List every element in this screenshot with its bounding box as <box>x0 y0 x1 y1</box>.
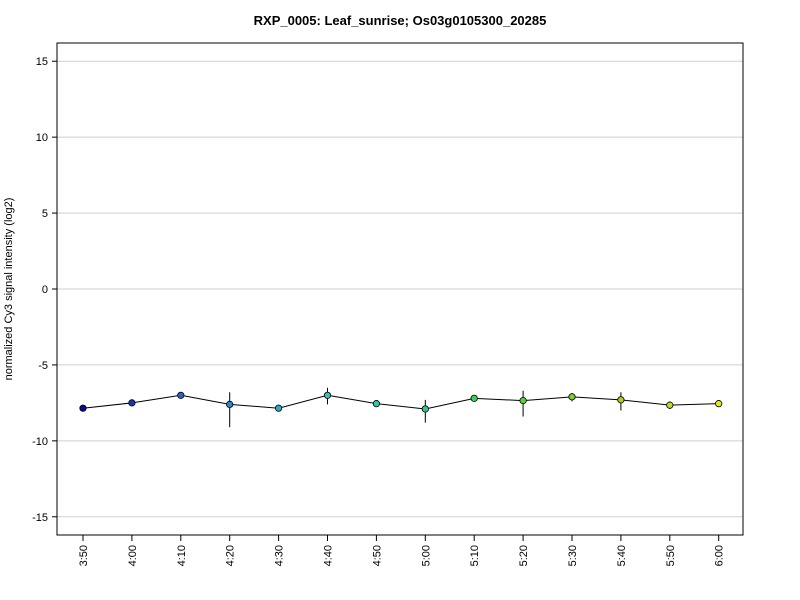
x-tick-label: 4:20 <box>225 545 237 566</box>
y-tick-label: 15 <box>36 56 48 68</box>
data-point <box>421 405 429 413</box>
data-point <box>128 399 136 407</box>
x-tick-label: 5:50 <box>665 545 677 566</box>
x-tick-label: 4:00 <box>127 545 139 566</box>
error-bars <box>229 387 671 428</box>
x-tick-label: 5:10 <box>469 545 481 566</box>
series-line <box>82 394 719 410</box>
x-tick-label: 5:20 <box>518 545 530 566</box>
gridlines <box>57 60 743 518</box>
x-tick-label: 4:30 <box>274 545 286 566</box>
y-tick-label: 5 <box>42 208 48 220</box>
x-tick-label: 4:10 <box>176 545 188 566</box>
data-point <box>568 393 576 401</box>
data-point <box>226 400 234 409</box>
x-tick-label: 5:30 <box>567 545 579 566</box>
y-tick-label: -5 <box>38 360 48 372</box>
data-point <box>617 396 625 404</box>
y-tick-label: -10 <box>32 436 48 448</box>
data-point <box>666 401 674 409</box>
y-tick-label: 10 <box>36 132 48 144</box>
x-tick-label: 6:00 <box>714 545 726 566</box>
data-point <box>470 394 478 402</box>
data-point <box>177 391 185 399</box>
data-point <box>323 391 332 399</box>
x-tick-label: 4:50 <box>371 545 383 566</box>
data-point <box>519 397 527 405</box>
x-tick-label: 5:00 <box>420 545 432 566</box>
data-point <box>372 400 380 408</box>
chart-title: RXP_0005: Leaf_sunrise; Os03g0105300_202… <box>253 13 547 28</box>
y-axis: -15 -10 -5 0 5 10 15 <box>32 56 57 524</box>
y-tick-label: -15 <box>32 512 48 524</box>
data-point <box>715 400 723 408</box>
data-point <box>274 404 283 412</box>
data-points <box>79 391 723 413</box>
y-tick-label: 0 <box>42 284 48 296</box>
x-tick-label: 3:50 <box>78 545 90 566</box>
x-tick-label: 4:40 <box>323 545 335 566</box>
x-axis: 3:50 4:00 4:10 4:20 4:30 4:40 4:50 5:00 5:10 5:20… <box>78 534 726 566</box>
data-point <box>79 404 87 412</box>
x-tick-label: 5:40 <box>616 545 628 566</box>
